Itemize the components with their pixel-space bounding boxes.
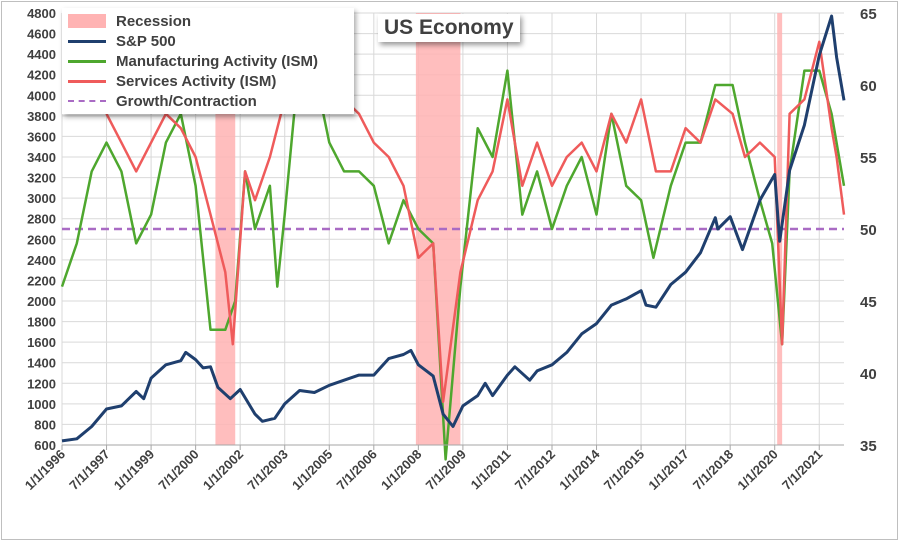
y-left-tick-label: 3200 [27, 171, 56, 186]
y-right-tick-label: 40 [860, 366, 877, 383]
x-tick-label: 7/1/2000 [155, 447, 201, 493]
x-tick-label: 1/1/2002 [200, 447, 246, 493]
y-left-tick-label: 4000 [27, 88, 56, 103]
x-tick-label: 1/1/1996 [22, 447, 68, 493]
chart-title-box: US Economy [378, 14, 520, 42]
y-left-tick-label: 4400 [27, 47, 56, 62]
series-line-services [105, 40, 846, 404]
x-tick-label: 1/1/2005 [289, 447, 335, 493]
x-tick-label: 1/1/2014 [556, 446, 603, 493]
y-left-tick-label: 4600 [27, 27, 56, 42]
y-left-tick-label: 3600 [27, 129, 56, 144]
legend-label-services: Services Activity (ISM) [116, 72, 277, 90]
x-tick-label: 7/1/2003 [244, 447, 290, 493]
x-tick-label: 7/1/2012 [512, 447, 558, 493]
legend-item-services: Services Activity (ISM) [68, 71, 276, 91]
y-axis-left: 600 800 1000 1200 1400 1600 1800 2000 2200 2400 26… [27, 6, 56, 453]
y-left-tick-label: 3400 [27, 150, 56, 165]
y-right-tick-label: 50 [860, 222, 877, 239]
x-tick-label: 1/1/2017 [645, 447, 691, 493]
legend-swatch-manufacturing [68, 54, 106, 68]
y-right-tick-label: 55 [860, 150, 877, 167]
x-axis: 1/1/19967/1/19971/1/19997/1/20001/1/2002… [22, 444, 844, 493]
y-left-tick-label: 800 [34, 417, 56, 432]
legend-item-sp500: S&P 500 [68, 31, 176, 51]
y-left-tick-label: 1400 [27, 356, 56, 371]
y-right-tick-label: 60 [860, 78, 877, 95]
legend-item-manufacturing: Manufacturing Activity (ISM) [68, 51, 318, 71]
series-line-manufacturing [60, 54, 846, 461]
x-tick-label: 7/1/2018 [690, 447, 736, 493]
y-left-tick-label: 1800 [27, 315, 56, 330]
y-right-tick-label: 35 [860, 438, 877, 455]
y-left-tick-label: 600 [34, 438, 56, 453]
x-tick-label: 7/1/2021 [779, 447, 825, 493]
y-right-tick-label: 65 [860, 6, 877, 23]
legend-swatch-recession [68, 14, 106, 28]
x-tick-label: 1/1/2011 [468, 447, 514, 493]
y-left-tick-label: 2000 [27, 294, 56, 309]
y-left-tick-label: 1600 [27, 335, 56, 350]
y-left-tick-label: 3000 [27, 191, 56, 206]
y-left-tick-label: 2600 [27, 232, 56, 247]
y-axis-right: 35 40 45 50 55 60 65 [860, 6, 877, 455]
chart-title: US Economy [384, 16, 514, 39]
x-tick-label: 1/1/1999 [111, 447, 157, 493]
x-tick-label: 1/1/2008 [378, 447, 424, 493]
legend-swatch-growth [68, 94, 106, 108]
x-tick-label: 7/1/2006 [334, 447, 380, 493]
legend-swatch-services [68, 74, 106, 88]
legend-label-growth: Growth/Contraction [116, 92, 257, 110]
legend-label-sp500: S&P 500 [116, 32, 176, 50]
y-left-tick-label: 4200 [27, 68, 56, 83]
legend-item-growth: Growth/Contraction [68, 91, 257, 111]
x-tick-label: 1/1/2020 [734, 447, 780, 493]
y-left-tick-label: 3800 [27, 109, 56, 124]
y-left-tick-label: 1200 [27, 376, 56, 391]
y-left-tick-label: 2200 [27, 273, 56, 288]
legend-label-recession: Recession [116, 12, 192, 30]
series-line-sp500 [61, 14, 846, 443]
y-right-tick-label: 45 [860, 294, 877, 311]
x-tick-label: 7/1/1997 [66, 447, 112, 493]
legend: Recession S&P 500 Manufacturing Activity… [62, 8, 354, 114]
y-left-tick-label: 4800 [27, 6, 56, 21]
series-lines [60, 14, 846, 461]
y-left-tick-label: 1000 [27, 397, 56, 412]
x-tick-label: 7/1/2015 [601, 447, 647, 493]
legend-swatch-sp500 [68, 34, 106, 48]
legend-label-manufacturing: Manufacturing Activity (ISM) [116, 52, 318, 70]
legend-item-recession: Recession [68, 11, 191, 31]
y-left-tick-label: 2400 [27, 253, 56, 268]
y-left-tick-label: 2800 [27, 212, 56, 227]
